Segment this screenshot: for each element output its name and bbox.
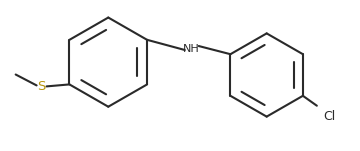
Text: Cl: Cl: [323, 110, 335, 123]
Text: NH: NH: [183, 44, 199, 54]
Text: S: S: [37, 80, 46, 93]
